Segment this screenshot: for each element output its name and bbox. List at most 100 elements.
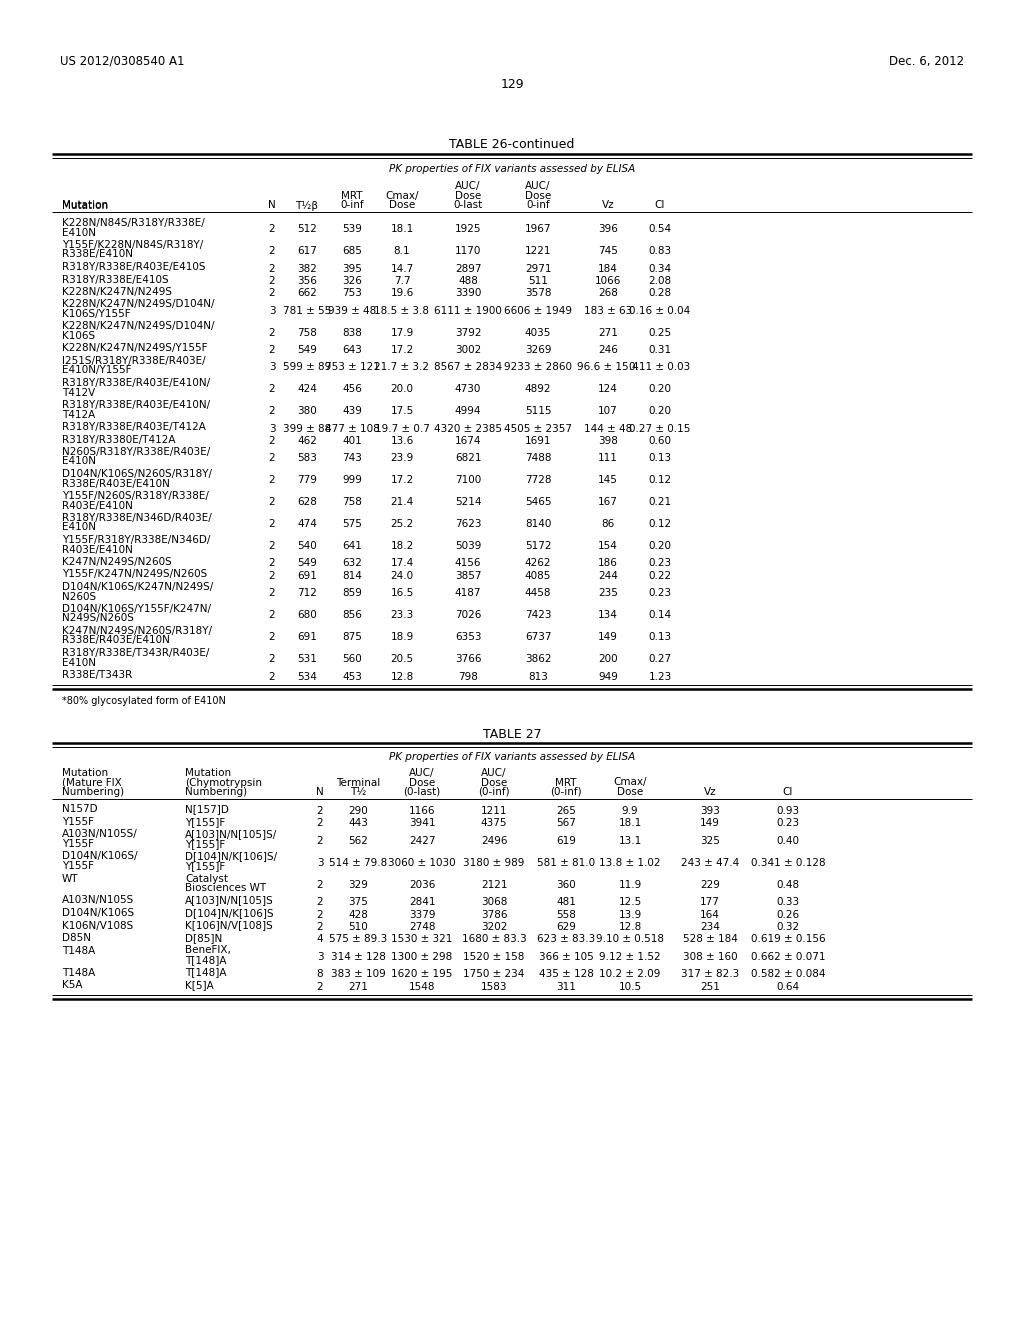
Text: 5172: 5172	[524, 541, 551, 552]
Text: 2: 2	[316, 836, 324, 846]
Text: 3786: 3786	[480, 909, 507, 920]
Text: 753 ± 121: 753 ± 121	[325, 362, 380, 372]
Text: 25.2: 25.2	[390, 519, 414, 529]
Text: 3578: 3578	[524, 289, 551, 298]
Text: 2: 2	[268, 436, 275, 446]
Text: 781 ± 55: 781 ± 55	[283, 306, 331, 315]
Text: 0.26: 0.26	[776, 909, 800, 920]
Text: 1583: 1583	[480, 982, 507, 991]
Text: 395: 395	[342, 264, 361, 273]
Text: 18.5 ± 3.8: 18.5 ± 3.8	[375, 306, 429, 315]
Text: 2971: 2971	[524, 264, 551, 273]
Text: 0-inf: 0-inf	[340, 201, 364, 210]
Text: 10.5: 10.5	[618, 982, 642, 991]
Text: 560: 560	[342, 655, 361, 664]
Text: 111: 111	[598, 453, 617, 463]
Text: 691: 691	[297, 572, 317, 581]
Text: 2121: 2121	[480, 879, 507, 890]
Text: 691: 691	[297, 632, 317, 643]
Text: 2748: 2748	[409, 921, 435, 932]
Text: 562: 562	[348, 836, 368, 846]
Text: N: N	[268, 201, 275, 210]
Text: 4187: 4187	[455, 589, 481, 598]
Text: T½: T½	[350, 787, 367, 797]
Text: 0.14: 0.14	[648, 610, 672, 620]
Text: 24.0: 24.0	[390, 572, 414, 581]
Text: Numbering): Numbering)	[62, 787, 124, 797]
Text: Dose: Dose	[481, 777, 507, 788]
Text: 999: 999	[342, 475, 361, 486]
Text: 9233 ± 2860: 9233 ± 2860	[504, 362, 572, 372]
Text: 685: 685	[342, 247, 361, 256]
Text: 813: 813	[528, 672, 548, 681]
Text: 1170: 1170	[455, 247, 481, 256]
Text: 4320 ± 2385: 4320 ± 2385	[434, 424, 502, 433]
Text: 360: 360	[556, 879, 575, 890]
Text: 200: 200	[598, 655, 617, 664]
Text: 798: 798	[458, 672, 478, 681]
Text: 2: 2	[268, 264, 275, 273]
Text: 462: 462	[297, 436, 317, 446]
Text: 2: 2	[268, 672, 275, 681]
Text: 456: 456	[342, 384, 361, 395]
Text: Dose: Dose	[455, 191, 481, 201]
Text: 17.9: 17.9	[390, 327, 414, 338]
Text: 3202: 3202	[481, 921, 507, 932]
Text: MRT: MRT	[341, 191, 362, 201]
Text: N: N	[316, 787, 324, 797]
Text: 0.12: 0.12	[648, 475, 672, 486]
Text: 0.34: 0.34	[648, 264, 672, 273]
Text: R338E/R403E/E410N: R338E/R403E/E410N	[62, 635, 170, 645]
Text: T½β: T½β	[296, 201, 318, 211]
Text: 0.23: 0.23	[648, 558, 672, 569]
Text: 2: 2	[316, 921, 324, 932]
Text: Y[155]F: Y[155]F	[185, 840, 225, 849]
Text: R318Y/R338E/T343R/R403E/: R318Y/R338E/T343R/R403E/	[62, 648, 209, 657]
Text: D[85]N: D[85]N	[185, 933, 222, 942]
Text: 19.6: 19.6	[390, 289, 414, 298]
Text: 0-inf: 0-inf	[526, 201, 550, 210]
Text: 814: 814	[342, 572, 361, 581]
Text: 96.6 ± 15.4: 96.6 ± 15.4	[578, 362, 639, 372]
Text: T412A: T412A	[62, 409, 95, 420]
Text: 3862: 3862	[524, 655, 551, 664]
Text: TABLE 27: TABLE 27	[482, 729, 542, 742]
Text: 3: 3	[316, 858, 324, 867]
Text: Vz: Vz	[602, 201, 614, 210]
Text: 0.23: 0.23	[648, 589, 672, 598]
Text: K228N/K247N/N249S/D104N/: K228N/K247N/N249S/D104N/	[62, 300, 214, 309]
Text: 2: 2	[268, 289, 275, 298]
Text: Y[155]F: Y[155]F	[185, 817, 225, 828]
Text: 2897: 2897	[455, 264, 481, 273]
Text: 5039: 5039	[455, 541, 481, 552]
Text: 859: 859	[342, 589, 361, 598]
Text: 753: 753	[342, 289, 361, 298]
Text: Cmax/: Cmax/	[385, 191, 419, 201]
Text: 680: 680	[297, 610, 316, 620]
Text: 5214: 5214	[455, 498, 481, 507]
Text: 474: 474	[297, 519, 317, 529]
Text: 1620 ± 195: 1620 ± 195	[391, 969, 453, 979]
Text: 617: 617	[297, 247, 317, 256]
Text: 0.619 ± 0.156: 0.619 ± 0.156	[751, 935, 825, 945]
Text: 540: 540	[297, 541, 316, 552]
Text: 0.13: 0.13	[648, 632, 672, 643]
Text: (0-last): (0-last)	[403, 787, 440, 797]
Text: 271: 271	[348, 982, 368, 991]
Text: R403E/E410N: R403E/E410N	[62, 544, 133, 554]
Text: 2: 2	[316, 818, 324, 829]
Text: 17.2: 17.2	[390, 345, 414, 355]
Text: 23.9: 23.9	[390, 453, 414, 463]
Text: 17.2: 17.2	[390, 475, 414, 486]
Text: 383 ± 109: 383 ± 109	[331, 969, 385, 979]
Text: 549: 549	[297, 558, 317, 569]
Text: 0.27 ± 0.15: 0.27 ± 0.15	[630, 424, 690, 433]
Text: 875: 875	[342, 632, 361, 643]
Text: R338E/T343R: R338E/T343R	[62, 671, 132, 680]
Text: 86: 86	[601, 519, 614, 529]
Text: 623 ± 83.3: 623 ± 83.3	[537, 935, 595, 945]
Text: TABLE 26-continued: TABLE 26-continued	[450, 139, 574, 150]
Text: 619: 619	[556, 836, 575, 846]
Text: 3: 3	[316, 952, 324, 962]
Text: N249S/N260S: N249S/N260S	[62, 614, 134, 623]
